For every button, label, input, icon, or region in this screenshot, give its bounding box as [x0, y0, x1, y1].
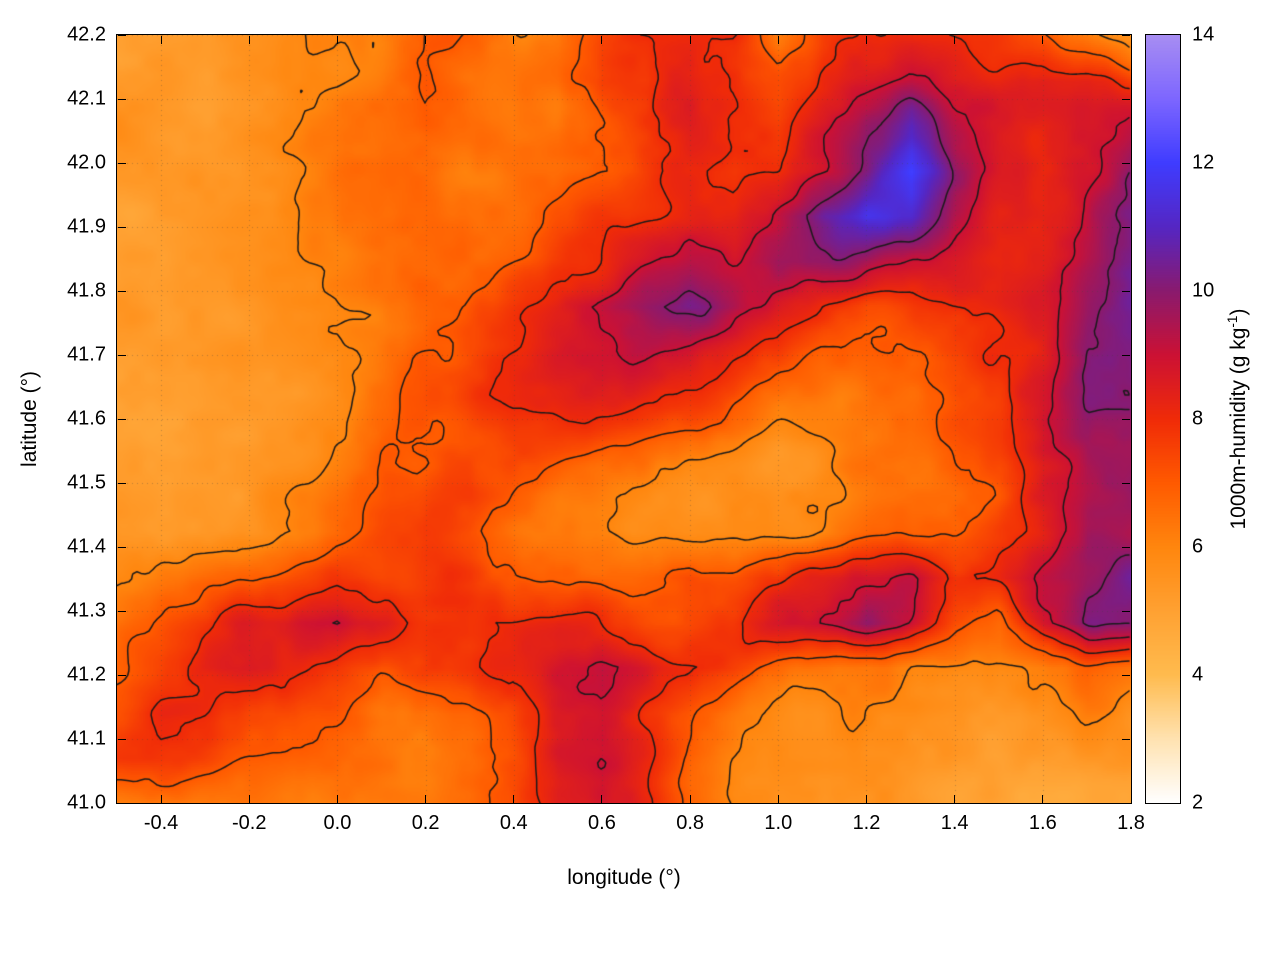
- y-tick-label: 41.9: [67, 215, 106, 238]
- x-tick-mark-bottom: [954, 795, 956, 803]
- y-tick-mark-right: [1122, 482, 1130, 484]
- colorbar-tick-label: 10: [1192, 279, 1215, 302]
- y-tick-mark-left: [118, 226, 126, 228]
- y-tick-mark-right: [1122, 162, 1130, 164]
- y-tick-mark-left: [118, 674, 126, 676]
- colorbar-tick-label: 6: [1192, 535, 1204, 558]
- y-tick-label: 41.0: [67, 791, 106, 814]
- x-tick-mark-top: [160, 36, 162, 44]
- y-tick-mark-right: [1122, 226, 1130, 228]
- y-tick-mark-right: [1122, 674, 1130, 676]
- x-tick-mark-top: [425, 36, 427, 44]
- colorbar-label-superscript: -1: [1225, 315, 1240, 328]
- y-tick-mark-left: [118, 354, 126, 356]
- x-tick-label: 1.0: [764, 812, 793, 834]
- x-tick-mark-bottom: [1130, 795, 1132, 803]
- y-tick-label: 42.2: [67, 23, 106, 46]
- y-tick-mark-left: [118, 610, 126, 612]
- x-tick-label: -0.2: [232, 812, 267, 834]
- y-tick-mark-right: [1122, 738, 1130, 740]
- x-tick-label: 1.8: [1117, 812, 1145, 834]
- y-tick-mark-right: [1122, 98, 1130, 100]
- x-tick-mark-bottom: [777, 795, 779, 803]
- heatmap-canvas: [117, 35, 1131, 803]
- x-tick-mark-bottom: [336, 795, 338, 803]
- x-tick-label: -0.4: [143, 812, 179, 834]
- y-tick-mark-right: [1122, 546, 1130, 548]
- y-tick-label: 41.2: [67, 663, 106, 686]
- y-tick-label: 42.1: [67, 87, 106, 110]
- x-tick-mark-bottom: [1042, 795, 1044, 803]
- x-tick-mark-bottom: [425, 795, 427, 803]
- y-tick-mark-left: [118, 290, 126, 292]
- y-tick-mark-right: [1122, 610, 1130, 612]
- x-tick-mark-bottom: [689, 795, 691, 803]
- colorbar-tick-label: 12: [1192, 151, 1215, 174]
- x-tick-mark-bottom: [248, 795, 250, 803]
- x-tick-label: 1.4: [940, 812, 969, 834]
- colorbar-gradient: [1146, 35, 1180, 803]
- y-tick-label: 41.5: [67, 471, 106, 494]
- x-tick-mark-top: [336, 36, 338, 44]
- x-axis-label: longitude (°): [567, 866, 681, 889]
- x-tick-label: 0.4: [499, 812, 528, 834]
- y-tick-mark-left: [118, 162, 126, 164]
- colorbar-tick-label: 4: [1192, 663, 1204, 686]
- x-tick-mark-top: [601, 36, 603, 44]
- x-tick-label: 1.6: [1028, 812, 1057, 834]
- y-tick-mark-left: [118, 34, 126, 36]
- y-tick-label: 41.1: [67, 727, 106, 750]
- x-tick-label: 0.0: [323, 812, 352, 834]
- x-tick-mark-bottom: [513, 795, 515, 803]
- x-tick-label: 0.2: [411, 812, 440, 834]
- x-tick-mark-top: [248, 36, 250, 44]
- y-tick-label: 41.3: [67, 599, 106, 622]
- colorbar-label-main: 1000m-humidity (g kg: [1227, 327, 1250, 530]
- x-tick-mark-bottom: [865, 795, 867, 803]
- x-tick-mark-top: [1130, 36, 1132, 44]
- y-tick-mark-left: [118, 802, 126, 804]
- y-tick-mark-left: [118, 418, 126, 420]
- colorbar-tick-label: 8: [1192, 407, 1204, 430]
- x-tick-label: 0.8: [676, 812, 705, 834]
- x-tick-mark-bottom: [601, 795, 603, 803]
- y-tick-label: 41.8: [67, 279, 106, 302]
- y-tick-mark-right: [1122, 354, 1130, 356]
- y-tick-mark-right: [1122, 290, 1130, 292]
- y-tick-mark-left: [118, 482, 126, 484]
- y-tick-mark-right: [1122, 418, 1130, 420]
- y-tick-label: 41.6: [67, 407, 106, 430]
- y-axis-label-text: latitude (°): [18, 371, 41, 467]
- colorbar-label-close: ): [1227, 308, 1250, 316]
- colorbar-label: 1000m-humidity (g kg-1): [1225, 308, 1251, 529]
- x-tick-label: 0.6: [588, 812, 616, 834]
- y-tick-mark-left: [118, 546, 126, 548]
- y-axis-label: latitude (°): [18, 371, 42, 467]
- x-tick-mark-top: [865, 36, 867, 44]
- x-tick-mark-top: [777, 36, 779, 44]
- colorbar-tick-label: 14: [1192, 23, 1215, 46]
- x-tick-mark-top: [954, 36, 956, 44]
- colorbar-tick-label: 2: [1192, 791, 1204, 814]
- y-tick-mark-right: [1122, 34, 1130, 36]
- y-tick-label: 41.4: [67, 535, 106, 558]
- y-tick-mark-left: [118, 98, 126, 100]
- y-tick-label: 42.0: [67, 151, 106, 174]
- y-tick-mark-left: [118, 738, 126, 740]
- x-tick-mark-top: [1042, 36, 1044, 44]
- x-tick-mark-top: [689, 36, 691, 44]
- x-tick-label: 1.2: [852, 812, 881, 834]
- x-tick-mark-bottom: [160, 795, 162, 803]
- y-tick-label: 41.7: [67, 343, 106, 366]
- x-tick-mark-top: [513, 36, 515, 44]
- y-tick-mark-right: [1122, 802, 1130, 804]
